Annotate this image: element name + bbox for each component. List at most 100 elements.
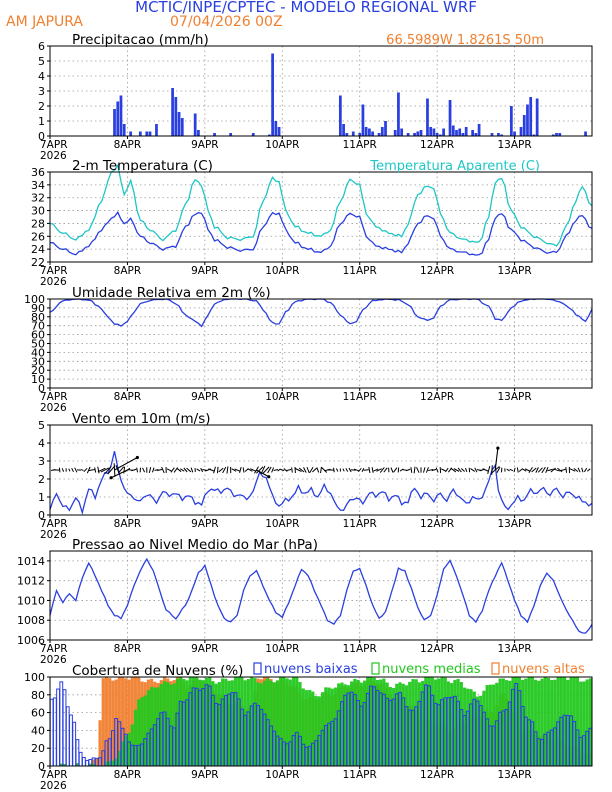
wind-direction-arrow — [553, 468, 560, 472]
rh-ytick-label: 90 — [31, 302, 45, 315]
precip-bar — [526, 104, 529, 136]
wind-direction-arrow — [428, 468, 434, 472]
rh-ytick-label: 100 — [24, 293, 45, 306]
precip-bar — [429, 127, 433, 136]
wind-direction-arrow — [242, 467, 245, 473]
rh-ytick-label: 80 — [31, 311, 45, 324]
cloud-ytick-label: 60 — [31, 707, 45, 720]
wind-direction-arrow — [83, 467, 88, 473]
wind-direction-arrow — [267, 466, 272, 474]
wind-direction-arrow — [94, 467, 97, 473]
wind-direction-arrow — [170, 467, 175, 473]
wind-xtick-label: 13APR — [497, 518, 531, 530]
precip-bar — [474, 133, 478, 136]
temp-year-label: 2026 — [40, 276, 67, 288]
pres-xtick-label: 7APR — [40, 643, 68, 655]
wind-direction-arrow — [114, 457, 138, 471]
temp-ytick-label: 28 — [31, 217, 45, 230]
precip-ytick-label: 5 — [38, 55, 45, 68]
cloud-low-bar — [56, 688, 60, 767]
temp-ytick-label: 24 — [31, 243, 45, 256]
wind-direction-arrow — [157, 468, 163, 472]
wind-direction-arrow — [222, 466, 227, 474]
wind-direction-arrow — [61, 468, 65, 472]
temp-xtick-label: 9APR — [191, 265, 219, 277]
wind-direction-arrow — [97, 466, 100, 474]
precip-bar — [397, 92, 400, 136]
cloud-frame — [49, 676, 593, 767]
precip-bar — [406, 133, 410, 136]
wind-direction-arrow — [379, 467, 385, 473]
precip-bar — [519, 127, 523, 136]
wind-direction-arrow — [196, 468, 201, 472]
precip-ytick-label: 2 — [38, 100, 45, 113]
cloud-low-bar — [78, 751, 83, 767]
cloud-xtick-label: 7APR — [40, 769, 68, 781]
cloud-legend-label: nuvens altas — [502, 662, 585, 677]
cloud-low-bar — [49, 698, 54, 767]
wind-ytick-label: 4 — [38, 437, 45, 450]
precip-xtick-label: 10APR — [265, 139, 299, 151]
precip-xtick-label: 12APR — [420, 139, 454, 151]
precip-bar — [535, 98, 539, 136]
precip-bar — [197, 130, 200, 136]
cloud-low-bar — [52, 697, 57, 767]
precip-bar — [438, 134, 442, 136]
wind-direction-arrow — [186, 467, 192, 473]
wind-direction-arrow — [342, 468, 345, 472]
precip-bar — [451, 125, 455, 136]
temp-ytick-label: 32 — [31, 192, 45, 205]
cloud-legend-swatch — [371, 662, 380, 675]
wind-direction-arrow — [148, 467, 152, 473]
wind-xtick-label: 12APR — [420, 518, 454, 530]
wind-direction-arrow — [513, 467, 516, 473]
temp-frame — [49, 171, 593, 263]
precip-bar — [193, 113, 197, 136]
wind-direction-arrow — [376, 468, 382, 472]
wind-direction-arrow — [226, 466, 229, 474]
wind-direction-arrow — [80, 469, 84, 471]
pres-xtick-label: 13APR — [497, 643, 531, 655]
precip-bar — [138, 131, 142, 136]
cloud-legend-swatch — [491, 662, 500, 675]
precip-bar — [448, 100, 452, 136]
precip-xtick-label: 7APR — [40, 139, 68, 151]
wind-arrow-head — [135, 455, 139, 460]
wind-direction-arrow — [413, 466, 416, 474]
wind-direction-arrow — [545, 466, 549, 474]
precip-bar — [426, 98, 429, 136]
precip-bar — [522, 115, 526, 136]
wind-direction-arrow — [262, 466, 270, 474]
rh-ytick-label: 50 — [31, 338, 45, 351]
cloud-low-bar — [81, 757, 86, 767]
wind-direction-arrow — [110, 469, 128, 479]
wind-direction-arrow — [357, 467, 362, 473]
precip-bar — [509, 106, 513, 136]
precip-bar — [274, 121, 278, 136]
precip-bar — [122, 124, 126, 136]
wind-direction-arrow — [58, 467, 61, 473]
wind-xtick-label: 11APR — [343, 518, 377, 530]
temp-xtick-label: 12APR — [420, 265, 454, 277]
precip-bar — [416, 131, 420, 136]
cloud-xtick-label: 9APR — [191, 769, 219, 781]
wind-direction-arrow — [345, 468, 349, 472]
wind-direction-arrow — [320, 466, 322, 474]
wind-direction-arrow — [445, 467, 449, 473]
rh-ytick-label: 10 — [31, 373, 45, 386]
cloud-low-bar — [65, 706, 70, 767]
precip-bar — [393, 130, 397, 136]
precip-bar — [119, 95, 123, 136]
wind-ytick-label: 3 — [38, 455, 45, 468]
wind-ytick-label: 1 — [38, 491, 45, 504]
cloud-ytick-label: 40 — [31, 724, 45, 737]
precip-bar — [180, 118, 184, 136]
wind-direction-arrow — [348, 467, 352, 473]
pres-frame — [49, 550, 593, 641]
wind-xtick-label: 9APR — [191, 518, 219, 530]
precip-bar — [148, 131, 152, 136]
wind-direction-arrow — [423, 467, 426, 473]
precip-bar — [251, 133, 255, 136]
wind-direction-arrow — [363, 469, 369, 471]
wind-direction-arrow — [560, 468, 566, 472]
